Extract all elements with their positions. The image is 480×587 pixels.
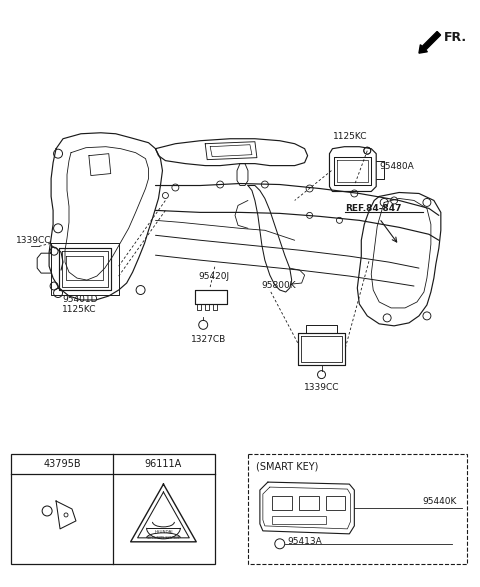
Text: 96111A: 96111A — [145, 459, 182, 469]
FancyArrow shape — [419, 32, 441, 53]
Text: REF.84-847: REF.84-847 — [346, 204, 402, 213]
Text: 95401D: 95401D — [62, 295, 97, 305]
Text: 95420J: 95420J — [198, 272, 229, 281]
Bar — [325, 496, 346, 510]
Text: 95800K: 95800K — [262, 281, 297, 289]
Text: SECURITY SYSTEM: SECURITY SYSTEM — [147, 536, 180, 540]
Text: (SMART KEY): (SMART KEY) — [256, 461, 318, 471]
Text: 1339CC: 1339CC — [304, 383, 339, 392]
Text: HYUNDAI: HYUNDAI — [154, 530, 173, 534]
Text: 43795B: 43795B — [43, 459, 81, 469]
Bar — [272, 516, 325, 524]
Text: 95413A: 95413A — [288, 537, 323, 546]
Bar — [272, 496, 292, 510]
Text: FR.: FR. — [444, 31, 467, 44]
Text: 1125KC: 1125KC — [62, 305, 96, 315]
Text: 1339CC: 1339CC — [16, 236, 52, 245]
Bar — [248, 454, 467, 564]
Text: 1125KC: 1125KC — [333, 132, 367, 141]
Text: 95440K: 95440K — [422, 497, 456, 505]
Text: 1327CB: 1327CB — [192, 335, 227, 345]
Bar — [12, 454, 215, 564]
Bar — [299, 496, 319, 510]
Text: 95480A: 95480A — [379, 162, 414, 171]
